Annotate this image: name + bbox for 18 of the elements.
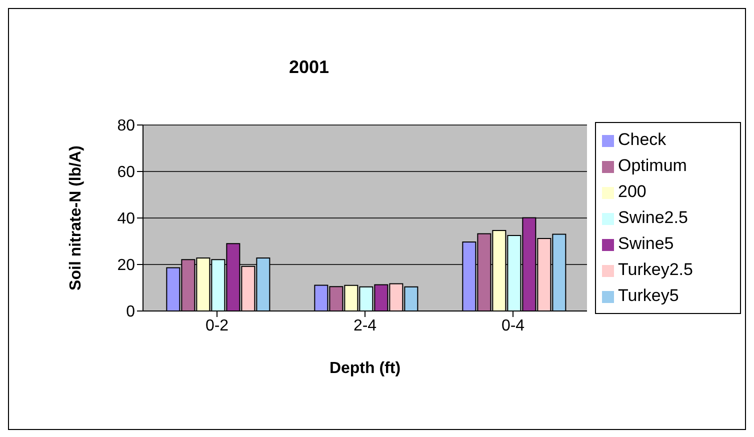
y-tick-label: 60	[117, 164, 136, 182]
legend-label: Check	[618, 130, 666, 149]
y-tick-label: 20	[117, 257, 136, 274]
x-tick-label: 2-4	[353, 317, 377, 334]
y-tick-label: 40	[117, 210, 136, 228]
x-tick-label: 0-2	[205, 317, 229, 334]
y-axis-title: Soil nitrate-N (lb/A)	[68, 146, 85, 290]
chart-title: 2001	[288, 57, 330, 78]
legend-label: Swine2.5	[618, 208, 688, 227]
y-tick-label: 80	[117, 118, 136, 135]
legend-label: Turkey2.5	[618, 260, 693, 279]
x-axis-title: Depth (ft)	[329, 360, 401, 377]
x-tick-label: 0-4	[501, 317, 525, 334]
legend-label: Optimum	[618, 156, 687, 175]
y-tick-label: 0	[126, 304, 136, 321]
legend-label: Swine5	[618, 234, 674, 253]
legend-label: 200	[618, 182, 646, 201]
legend-label: Turkey5	[618, 286, 679, 305]
